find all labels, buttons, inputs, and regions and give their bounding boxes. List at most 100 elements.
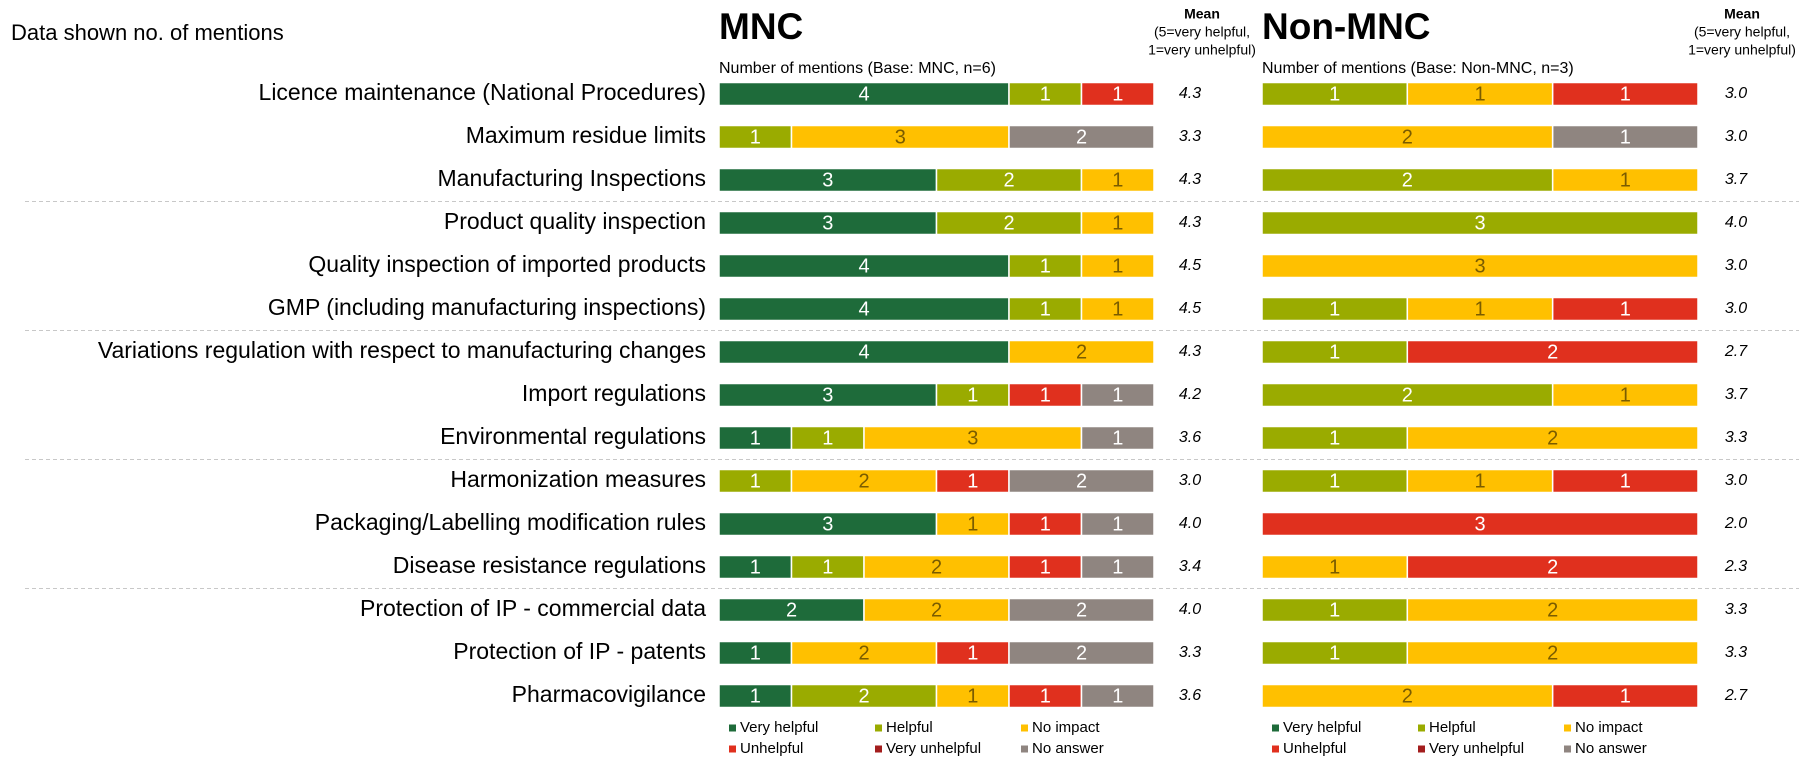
data-label: 3 — [1474, 255, 1485, 277]
data-label: 3 — [822, 169, 833, 191]
bar-segment — [1551, 468, 1699, 494]
data-label: 2 — [1076, 126, 1087, 148]
data-label: 1 — [1474, 83, 1485, 105]
data-label: 1 — [1620, 685, 1631, 707]
bar-segment — [1080, 210, 1155, 236]
mean-value: 4.3 — [1179, 343, 1201, 360]
bar-segment — [1551, 167, 1699, 193]
data-label: 2 — [1076, 599, 1087, 621]
data-label: 1 — [1112, 169, 1123, 191]
category-label: Pharmacovigilance — [512, 681, 706, 707]
data-label: 4 — [858, 341, 869, 363]
bar-segment — [1080, 683, 1155, 709]
legend-swatch — [1564, 724, 1571, 732]
data-label: 2 — [1076, 470, 1087, 492]
data-label: 1 — [1329, 83, 1340, 105]
bar-segment — [1080, 554, 1155, 580]
legend-label: No impact — [1575, 719, 1643, 736]
mean-value: 3.3 — [1179, 644, 1201, 661]
mean-value: 3.3 — [1179, 128, 1201, 145]
legend-label: Very unhelpful — [886, 740, 981, 757]
data-label: 2 — [1003, 212, 1014, 234]
legend-swatch — [875, 745, 882, 753]
data-label: 1 — [1040, 384, 1051, 406]
mean-value: 4.3 — [1179, 171, 1201, 188]
data-label: 1 — [1329, 556, 1340, 578]
mean-value: 4.3 — [1179, 85, 1201, 102]
chart-subtitle: Number of mentions (Base: Non-MNC, n=3) — [1262, 60, 1574, 77]
bar-segment — [1551, 81, 1699, 107]
data-label: 1 — [1620, 384, 1631, 406]
category-label: Protection of IP - patents — [453, 638, 706, 664]
data-label: 2 — [858, 470, 869, 492]
data-label: 2 — [1547, 642, 1558, 664]
legend-swatch — [875, 724, 882, 732]
bar-segment — [1261, 210, 1699, 236]
data-label: 2 — [1076, 341, 1087, 363]
legend-label: No impact — [1032, 719, 1100, 736]
data-label: 2 — [931, 556, 942, 578]
legend-swatch — [1272, 724, 1279, 732]
category-label: Protection of IP - commercial data — [360, 595, 706, 621]
legend-label: Very unhelpful — [1429, 740, 1524, 757]
mean-value: 3.0 — [1179, 472, 1201, 489]
mean-header: 1=very unhelpful) — [1688, 42, 1796, 58]
category-label: Disease resistance regulations — [393, 552, 706, 578]
data-label: 2 — [858, 685, 869, 707]
legend-label: Helpful — [886, 719, 933, 736]
category-label: Manufacturing Inspections — [438, 165, 707, 191]
data-label: 2 — [1402, 685, 1413, 707]
legend-label: Very helpful — [1283, 719, 1361, 736]
data-label: 1 — [1112, 298, 1123, 320]
bar-segment — [1406, 339, 1699, 365]
data-label: 4 — [858, 298, 869, 320]
data-label: 1 — [967, 513, 978, 535]
bar-segment — [1080, 425, 1155, 451]
bar-segment — [1080, 296, 1155, 322]
category-label: Maximum residue limits — [466, 122, 706, 148]
legend-swatch — [729, 724, 736, 732]
mean-value: 4.3 — [1179, 214, 1201, 231]
bar-segment — [1551, 683, 1699, 709]
bar-segment — [1080, 253, 1155, 279]
data-label: 1 — [1620, 169, 1631, 191]
bar-segment — [1080, 167, 1155, 193]
data-label: 1 — [1329, 341, 1340, 363]
legend-label: Unhelpful — [740, 740, 803, 757]
bar-segment — [1406, 640, 1699, 666]
mean-value: 3.0 — [1725, 300, 1747, 317]
mean-value: 3.0 — [1725, 128, 1747, 145]
data-label: 3 — [822, 212, 833, 234]
category-label: GMP (including manufacturing inspections… — [268, 294, 706, 320]
mean-value: 3.3 — [1725, 644, 1747, 661]
legend-label: Unhelpful — [1283, 740, 1346, 757]
data-label: 2 — [1402, 384, 1413, 406]
bar-segment — [1261, 511, 1699, 537]
legend-swatch — [1021, 745, 1028, 753]
data-label: 1 — [1112, 513, 1123, 535]
mean-value: 3.0 — [1725, 257, 1747, 274]
legend-swatch — [1418, 745, 1425, 753]
data-label: 3 — [822, 384, 833, 406]
data-label: 2 — [1402, 169, 1413, 191]
data-label: 1 — [750, 470, 761, 492]
data-label: 1 — [1112, 255, 1123, 277]
chart-title: MNC — [719, 6, 803, 47]
data-label: 2 — [1076, 642, 1087, 664]
mean-value: 3.7 — [1725, 386, 1748, 403]
bar-segment — [1080, 382, 1155, 408]
mean-header: 1=very unhelpful) — [1148, 42, 1256, 58]
data-label: 1 — [1112, 212, 1123, 234]
mean-value: 3.0 — [1725, 85, 1747, 102]
data-label: 3 — [1474, 212, 1485, 234]
category-label: Variations regulation with respect to ma… — [98, 337, 706, 363]
data-label: 3 — [895, 126, 906, 148]
data-label: 1 — [822, 556, 833, 578]
data-label: 3 — [967, 427, 978, 449]
chart-subtitle: Number of mentions (Base: MNC, n=6) — [719, 60, 996, 77]
data-label: 2 — [858, 642, 869, 664]
legend-label: Helpful — [1429, 719, 1476, 736]
mean-value: 2.3 — [1724, 558, 1747, 575]
category-label: Environmental regulations — [440, 423, 706, 449]
data-label: 1 — [1620, 83, 1631, 105]
